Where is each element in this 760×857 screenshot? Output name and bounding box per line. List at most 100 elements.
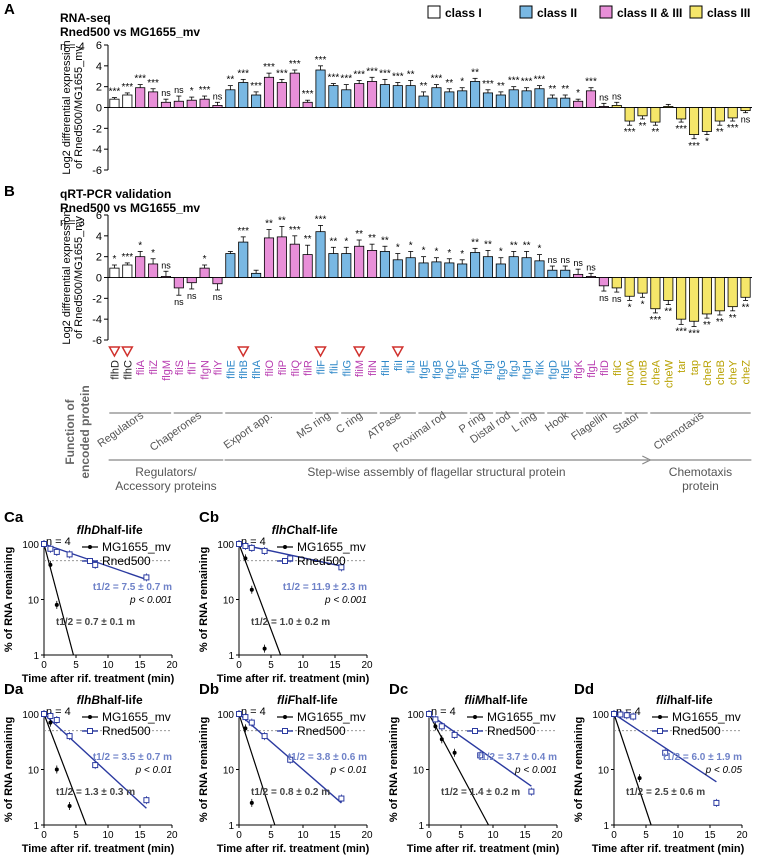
bar-fliY [212,277,223,285]
bar-flgB [431,261,442,278]
significance-fliO: ** [265,219,273,230]
bar-flhA [251,272,262,278]
function-group-label: Chaperones [148,409,204,453]
bar-cheA [650,107,661,123]
significance-flgN: * [203,254,207,265]
bar-flgM [160,101,171,108]
panel-a-title: RNA-seq [60,11,111,25]
panel-ca-point-rned [143,574,150,581]
panel-ca-legend-mv-dot [88,545,92,549]
significance-flgJ: ** [510,240,518,251]
bar-flgA [470,252,481,278]
panel-da-xtick-label: 20 [166,830,178,841]
panel-da-point-rned [143,797,150,804]
function-group-label: Flagellin [569,410,609,443]
gene-label-fliJ: fliJ [406,360,418,373]
marker-triangle-flhC [121,346,134,358]
significance-cheZ: ** [742,302,750,313]
panel-ca-ytick-label: 100 [22,540,39,551]
bar-flgK [573,273,584,278]
significance-flhC: *** [121,252,133,263]
panel-b-n: n = 3 [60,217,85,229]
significance-fliP: *** [276,68,288,79]
super-group-label-2: Accessory proteins [115,479,216,493]
bar-cheY [727,277,738,308]
panel-ca-ylabel: % of RNA remaining [3,547,15,652]
panel-dc-fit-rned [428,713,532,787]
significance-fliM: ** [355,229,363,240]
gene-label-fliA: fliA [135,359,147,375]
significance-cheZ: ns [741,115,751,125]
panel-dc-point-rned [451,731,458,738]
significance-fliN: ** [368,233,376,244]
panel-cb-mv-half-life: t1/2 = 1.0 ± 0.2 m [251,617,330,628]
bar-cheR [701,107,712,132]
panel-dc-point-mv [452,750,457,755]
super-group-label-1: Chemotaxis [669,465,732,479]
significance-fliD: ns [599,293,609,303]
panel-dd-legend-mv: MG1655_mv [672,710,741,724]
bar-flhD [109,98,120,108]
function-group-label: MS ring [295,410,333,442]
significance-cheY: *** [727,123,739,134]
panel-db-legend-rned: Rned500 [297,724,346,738]
panel-dd-legend-mv-dot [658,715,662,719]
significance-fliS: ns [174,85,184,95]
panel-dd-xtick-label: 20 [736,830,748,841]
panel-dd-p-value: p < 0.05 [705,765,743,776]
panel-a-ytick-label: -2 [92,123,102,135]
significance-fliI: * [396,243,400,254]
gene-label-fliY: fliY [212,359,224,375]
panel-ca-n: n = 4 [46,536,71,548]
panel-db-ytick-label: 100 [217,710,234,721]
panel-label-da: Da [4,681,24,698]
significance-flgH: ** [523,240,531,251]
panel-cb-point-rned [248,544,255,551]
panel-da-ytick-label: 1 [33,821,39,832]
panel-dd-mv-half-life: t1/2 = 2.5 ± 0.6 m [626,787,705,798]
significance-motB: * [641,299,645,310]
bar-fliL [328,85,339,108]
panel-label-dd: Dd [574,681,594,698]
significance-flgI: *** [482,79,494,90]
bar-tar [676,107,687,120]
bar-flhB [238,82,249,108]
bar-fliP [276,82,287,108]
panel-dc-fit-mv [428,713,490,826]
bar-flgC [444,91,455,108]
panel-cb-xtick-label: 0 [236,660,242,671]
panel-cb-fit-mv [238,543,282,656]
significance-flhD: *** [109,87,121,98]
panel-cb-xlabel: Time after rif. treatment (min) [217,673,370,685]
panel-label-ca: Ca [4,509,24,526]
panel-da-fit-mv [43,713,87,826]
bar-fliZ [148,91,159,108]
bar-fliG [341,89,352,108]
legend-label-II: class II [537,6,577,20]
gene-label-tap: tap [689,360,701,375]
significance-tap: *** [688,328,700,339]
bar-flgM [160,276,171,278]
significance-tar: *** [675,124,687,135]
significance-flgE: ** [420,81,428,92]
marker-triangle-fliM [352,346,366,358]
significance-cheY: ** [729,313,737,324]
panel-cb-point-rned [287,555,294,562]
panel-da-point-rned [41,711,47,717]
panel-db-legend-mv-dot [283,715,287,719]
bar-fliH [379,84,390,108]
panel-ca-point-rned [66,551,73,558]
significance-flgK: ns [573,258,583,268]
marker-triangle-fliF [314,346,327,358]
bar-fliR [302,254,313,278]
bar-motB [637,277,648,294]
significance-cheR: ** [703,320,711,331]
significance-fliR: *** [302,89,314,100]
bar-flgG [495,94,506,108]
super-group-label-1: Regulators/ [135,465,197,479]
panel-b-ytick-label: 2 [96,252,102,264]
bar-fliA [135,87,146,108]
panel-label-dc: Dc [389,681,408,698]
bar-flgH [521,90,532,108]
